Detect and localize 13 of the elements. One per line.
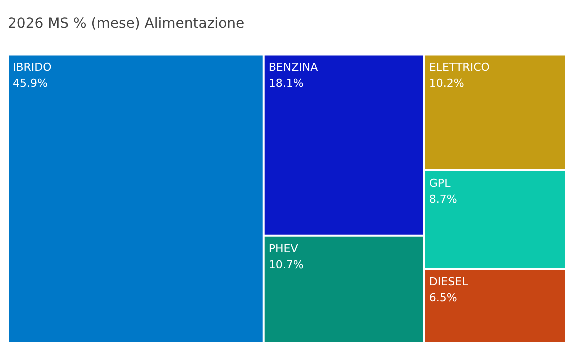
data-label: 10.2% bbox=[429, 77, 464, 90]
text: 2026 MS % (mese) Alimentazione bbox=[8, 16, 245, 32]
category-label: ELETTRICO bbox=[429, 61, 490, 74]
data-label: 8.7% bbox=[429, 192, 458, 206]
category-label: PHEV bbox=[268, 242, 299, 256]
data-label: 10.7% bbox=[268, 258, 304, 272]
category-label: DIESEL bbox=[429, 276, 470, 289]
category-label: IBRIDO bbox=[13, 61, 52, 74]
data-label: 45.9% bbox=[13, 77, 48, 90]
data-label: 18.1% bbox=[268, 77, 304, 90]
category-label: GPL bbox=[429, 176, 452, 190]
data-label: 6.5% bbox=[429, 292, 458, 305]
category-label: BENZINA bbox=[268, 61, 319, 74]
